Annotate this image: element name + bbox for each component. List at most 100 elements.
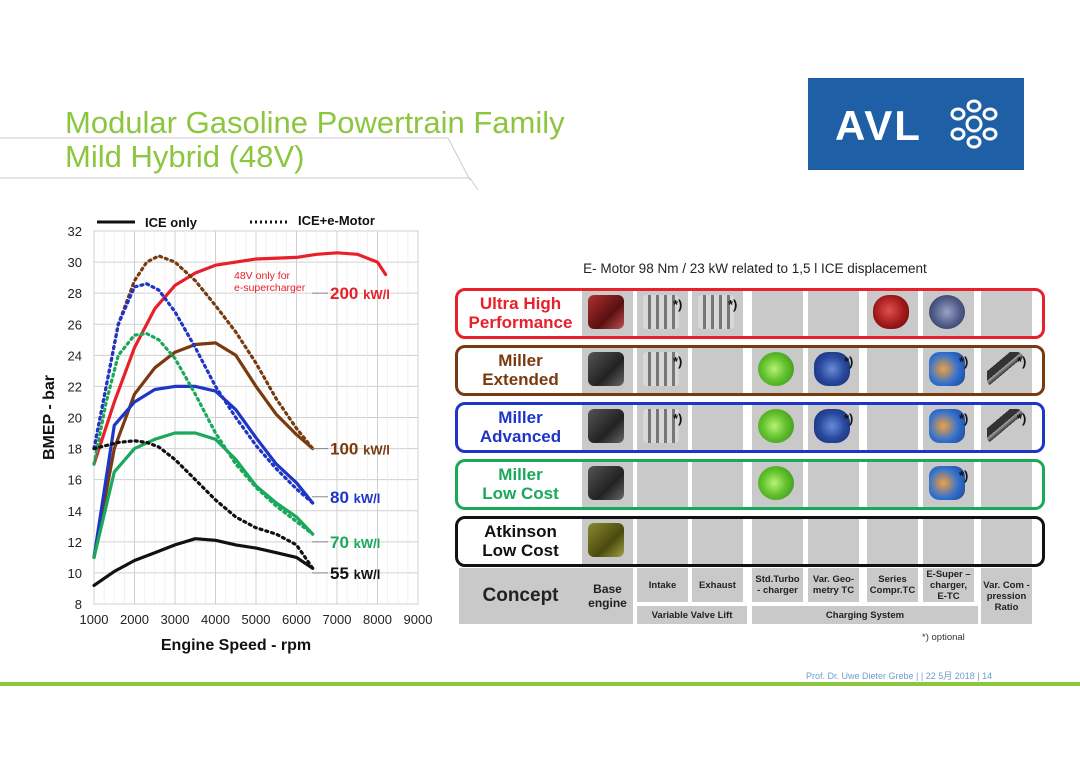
y-tick-label: 14 — [68, 504, 82, 519]
series-55-dotted — [92, 439, 315, 570]
x-tick-label: 6000 — [282, 612, 311, 627]
column-header: Intake — [637, 568, 688, 602]
matrix-cell — [692, 516, 743, 565]
matrix-cell — [923, 288, 974, 337]
series-label-80: 80 kW/l — [330, 488, 380, 507]
matrix-cell — [981, 459, 1032, 508]
group-variable-valve-lift: Variable Valve Lift — [637, 606, 747, 624]
matrix-cell — [582, 516, 633, 565]
y-tick-label: 12 — [68, 535, 82, 550]
concept-row-3: *) *) *) *) Miller Advanced — [455, 402, 1045, 453]
column-header-line: Var. Geo- — [812, 574, 855, 585]
slide-title-line2: Mild Hybrid (48V) — [65, 139, 305, 174]
column-header: Base engine — [582, 568, 633, 624]
matrix-cell: *) — [808, 402, 859, 451]
optional-mark: *) — [959, 354, 969, 369]
concept-outline — [455, 402, 1045, 453]
logo-text: AVL — [835, 102, 922, 149]
concept-row-4: *) Miller Low Cost — [455, 459, 1045, 510]
column-header: Var. Geo-metry TC — [808, 568, 859, 602]
matrix-cell — [808, 516, 859, 565]
engine-olive-icon — [588, 523, 624, 557]
matrix-cell — [582, 459, 633, 508]
column-header-line: Var. Com - — [983, 579, 1030, 591]
motor-title: E- Motor 98 Nm / 23 kW related to 1,5 l … — [583, 261, 927, 276]
x-axis-label: Engine Speed - rpm — [161, 637, 311, 654]
group-charging-system: Charging System — [752, 606, 978, 624]
series-label-55: 55 kW/l — [330, 564, 380, 583]
engine-icon — [588, 409, 624, 443]
superred-icon — [873, 295, 909, 329]
concept-outline — [455, 288, 1045, 339]
x-tick-label: 7000 — [323, 612, 352, 627]
matrix-cell — [867, 459, 918, 508]
valve-icon — [643, 352, 679, 386]
matrix-cell: *) — [637, 288, 688, 337]
concept-name-line1: Miller — [498, 407, 543, 427]
concept-label: Concept — [459, 568, 582, 624]
optional-mark: *) — [673, 411, 683, 426]
concept-name-line1: Miller — [498, 464, 543, 484]
matrix-cell — [981, 516, 1032, 565]
optional-mark: *) — [673, 354, 683, 369]
series-label-100: 100 kW/l — [330, 440, 390, 459]
matrix-cell — [867, 516, 918, 565]
column-header-line: - charger — [757, 585, 798, 596]
matrix-cell — [808, 288, 859, 337]
valve-icon — [643, 409, 679, 443]
footer-credit: Prof. Dr. Uwe Dieter Grebe | | 22 5月 201… — [806, 671, 993, 681]
rod-icon — [987, 409, 1023, 443]
column-header-line: Series — [878, 574, 907, 585]
matrix-cell — [582, 402, 633, 451]
legend-ice-only: ICE only — [145, 215, 198, 230]
matrix-cell — [637, 459, 688, 508]
bmep-chart: 1000 2000 3000 4000 5000 6000 7000 8000 9000 8 10 1… — [41, 213, 432, 654]
matrix-cell — [692, 459, 743, 508]
optional-mark: *) — [1017, 411, 1027, 426]
series-icon — [814, 409, 850, 443]
optional-mark: *) — [1017, 354, 1027, 369]
column-header-line: Compr.TC — [869, 585, 916, 596]
concept-header-row: Concept Base engine Intake Exhaust Std.Turbo… — [455, 568, 1043, 624]
concept-matrix: E- Motor 98 Nm / 23 kW related to 1,5 l … — [455, 255, 1055, 655]
column-header: Series Compr.TC — [867, 568, 918, 602]
column-header: Std.Turbo - charger — [752, 568, 803, 602]
concept-outline — [455, 516, 1045, 567]
matrix-cell — [752, 459, 803, 508]
optional-mark: *) — [959, 411, 969, 426]
y-tick-label: 30 — [68, 255, 82, 270]
concept-name-line1: Ultra High — [479, 293, 562, 313]
matrix-cell — [582, 345, 633, 394]
x-tick-label: 3000 — [161, 612, 190, 627]
turbo-icon — [758, 352, 794, 386]
column-header-line: charger, — [930, 579, 967, 591]
annotation-line2: e-supercharger — [234, 282, 306, 294]
y-axis-label: BMEP - bar — [41, 375, 58, 460]
column-header-line: E-Super – — [926, 568, 971, 580]
x-tick-label: 4000 — [201, 612, 230, 627]
concept-name-line1: Atkinson — [484, 521, 557, 541]
x-tick-label: 5000 — [242, 612, 271, 627]
concept-name-line2: Performance — [468, 312, 573, 332]
matrix-cell — [752, 402, 803, 451]
avl-emblem-icon — [950, 99, 998, 149]
avl-logo: AVL — [808, 78, 1024, 170]
column-header-line: Ratio — [994, 601, 1019, 613]
optional-mark: *) — [844, 354, 854, 369]
matrix-cell: *) — [981, 402, 1032, 451]
column-header: Var. Com - pression Ratio — [981, 568, 1032, 624]
title-decoration — [0, 137, 479, 191]
optional-mark: *) — [844, 411, 854, 426]
concept-row-5: Atkinson Low Cost — [455, 516, 1045, 567]
bottom-rule — [0, 682, 1080, 686]
series-label-200: 200 kW/l — [330, 284, 390, 303]
matrix-cell — [808, 459, 859, 508]
matrix-cell: *) — [808, 345, 859, 394]
x-tick-label: 8000 — [363, 612, 392, 627]
series-icon — [814, 352, 850, 386]
matrix-cell — [867, 345, 918, 394]
column-header-line: metry TC — [812, 585, 855, 596]
concept-name: Atkinson Low Cost — [459, 516, 582, 565]
matrix-cell — [582, 288, 633, 337]
concept-name-line2: Extended — [482, 369, 559, 389]
